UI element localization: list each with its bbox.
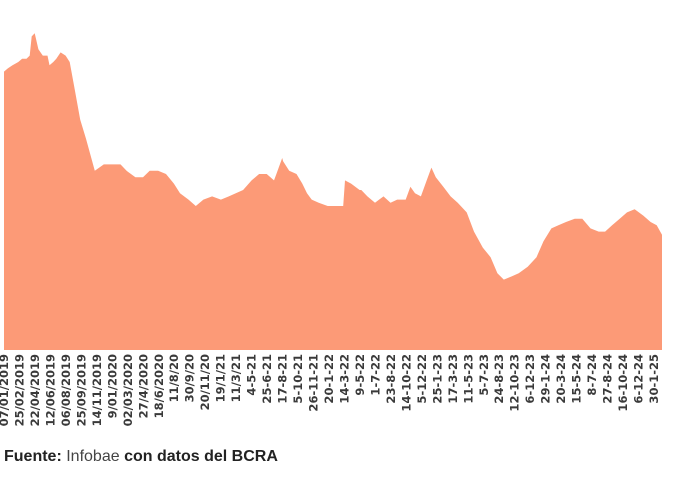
source-note: Fuente: Infobae con datos del BCRA xyxy=(4,448,278,466)
area-fill xyxy=(4,33,662,350)
x-tick-label: 16-10-24 xyxy=(616,354,630,412)
x-tick-label: 17-8-21 xyxy=(276,354,290,404)
x-tick-label: 27/4/2020 xyxy=(136,354,150,418)
x-tick-label: 22/04/2019 xyxy=(28,354,42,426)
x-tick-label: 18/6/2020 xyxy=(152,354,166,418)
x-tick-label: 11/3/21 xyxy=(229,354,243,402)
x-tick-label: 30/9/20 xyxy=(183,354,197,402)
x-tick-label: 9-5-22 xyxy=(353,354,367,396)
area-series xyxy=(4,33,662,350)
x-tick-label: 20-1-22 xyxy=(322,354,336,404)
x-tick-label: 12-10-23 xyxy=(508,354,522,412)
x-tick-label: 14-3-22 xyxy=(338,354,352,404)
x-tick-label: 29-1-24 xyxy=(539,354,553,404)
x-axis-ticks: 07/01/2019 25/02/2019 22/04/2019 12/06/2019… xyxy=(0,354,661,426)
x-tick-label: 5-10-21 xyxy=(291,354,305,404)
source-rest: con datos del BCRA xyxy=(124,448,278,465)
x-tick-label: 11/8/20 xyxy=(167,354,181,402)
x-tick-label: 5-12-22 xyxy=(415,354,429,404)
x-tick-label: 19/1/21 xyxy=(214,354,228,402)
x-tick-label: 02/03/2020 xyxy=(121,354,135,426)
x-tick-label: 20-3-24 xyxy=(554,354,568,404)
x-tick-label: 9/01/2020 xyxy=(105,354,119,418)
x-tick-label: 25-1-23 xyxy=(430,354,444,404)
x-tick-label: 4-5-21 xyxy=(245,354,259,396)
x-tick-label: 15-5-24 xyxy=(570,354,584,404)
x-tick-label: 23-8-22 xyxy=(384,354,398,404)
area-chart: 07/01/2019 25/02/2019 22/04/2019 12/06/2019… xyxy=(0,33,662,426)
x-tick-label: 1-7-22 xyxy=(368,354,382,396)
x-tick-label: 6-12-24 xyxy=(632,354,646,404)
x-tick-label: 25/02/2019 xyxy=(13,354,27,426)
x-tick-label: 30-1-25 xyxy=(647,354,661,404)
x-tick-label: 20/11/20 xyxy=(198,354,212,410)
x-tick-label: 06/08/2019 xyxy=(59,354,73,426)
x-tick-label: 6-12-23 xyxy=(523,354,537,404)
x-tick-label: 8-7-24 xyxy=(585,354,599,396)
source-label: Fuente: xyxy=(4,448,62,465)
x-tick-label: 24-8-23 xyxy=(492,354,506,404)
x-tick-label: 07/01/2019 xyxy=(0,354,11,426)
x-tick-label: 5-7-23 xyxy=(477,354,491,396)
x-tick-label: 12/06/2019 xyxy=(43,354,57,426)
x-tick-label: 27-8-24 xyxy=(601,354,615,404)
x-tick-label: 14-10-22 xyxy=(399,354,413,412)
x-tick-label: 25/09/2019 xyxy=(74,354,88,426)
source-name: Infobae xyxy=(66,448,120,465)
x-tick-label: 11-5-23 xyxy=(461,354,475,404)
x-tick-label: 14/11/2019 xyxy=(90,354,104,426)
x-tick-label: 26-11-21 xyxy=(307,354,321,412)
x-tick-label: 25-6-21 xyxy=(260,354,274,404)
x-tick-label: 17-3-23 xyxy=(446,354,460,404)
